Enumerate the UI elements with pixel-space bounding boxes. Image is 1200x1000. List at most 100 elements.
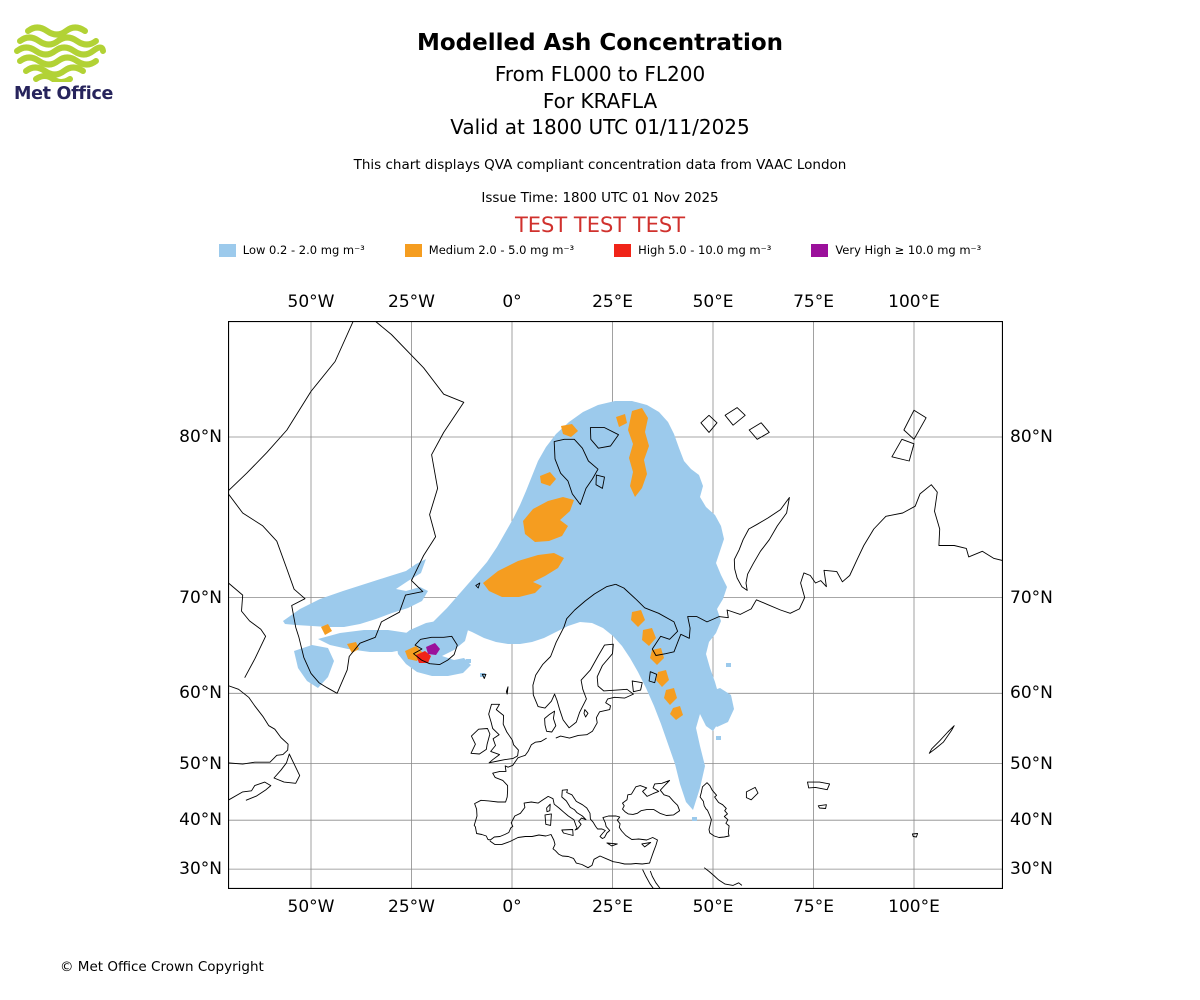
coastline-path [649, 870, 661, 889]
y-tick-label-left: 50°N [179, 753, 222, 774]
coastline-path [903, 409, 927, 440]
chart-description: This chart displays QVA compliant concen… [353, 157, 847, 173]
legend-label-very-high: Very High ≥ 10.0 mg m⁻³ [835, 243, 982, 257]
x-tick-label-top: 25°E [592, 292, 633, 312]
coastline-path [228, 321, 465, 694]
coastline-path [817, 804, 827, 809]
coastline-path [583, 709, 589, 718]
legend-swatch-very-high [811, 243, 829, 257]
coastline-path [589, 427, 619, 449]
coastline-path [631, 680, 643, 693]
y-tick-label-left: 70°N [179, 587, 222, 608]
coastline-path [481, 673, 487, 679]
ash-speck-low [698, 677, 703, 681]
x-tick-label-bottom: 25°W [388, 897, 435, 917]
coastline-layer [228, 321, 1003, 889]
valid-time: Valid at 1800 UTC 01/11/2025 [450, 115, 750, 139]
coastline-path [413, 635, 458, 666]
x-tick-label-bottom: 75°E [793, 897, 834, 917]
map-area [227, 320, 1004, 890]
coastline-path [606, 842, 618, 847]
ash-polygon-low [704, 688, 734, 727]
legend-item-medium: Medium 2.0 - 5.0 mg m⁻³ [404, 243, 575, 257]
copyright-text: © Met Office Crown Copyright [60, 959, 264, 975]
coastline-path [648, 671, 658, 684]
ash-polygon-medium [523, 497, 574, 542]
y-tick-label-left: 30°N [179, 859, 222, 879]
wave-lines [14, 24, 106, 82]
x-tick-label-top: 75°E [793, 292, 834, 312]
ash-polygon-medium [628, 408, 649, 497]
coastline-path [561, 829, 574, 836]
ash-speck-low [466, 659, 471, 663]
ash-polygon-medium [321, 624, 332, 635]
ash-polygon-medium [656, 670, 669, 687]
met-office-logo-text: Met Office [14, 84, 114, 104]
coastline-path [595, 474, 605, 489]
ash-polygon-low [294, 645, 334, 688]
coastline-path [891, 438, 915, 462]
y-tick-label-left: 60°N [179, 683, 222, 703]
x-tick-label-bottom: 50°W [287, 897, 335, 917]
coastline-path [544, 710, 557, 733]
y-tick-label-right: 80°N [1010, 427, 1053, 447]
ash-polygon-medium [631, 610, 645, 627]
volcano-name: For KRAFLA [542, 89, 658, 113]
ash-speck-low [726, 663, 731, 667]
ash-polygon-medium [670, 706, 683, 720]
x-tick-label-top: 100°E [888, 292, 940, 312]
ash-speck-low [371, 637, 376, 641]
ash-polygon-medium [650, 648, 664, 665]
y-tick-label-left: 40°N [179, 810, 222, 830]
y-tick-label-right: 40°N [1010, 810, 1053, 830]
ash-layer-very-high [426, 643, 440, 655]
ash-layer-low [283, 401, 734, 821]
ash-polygon-medium [616, 414, 627, 427]
ash-polygon-medium [664, 688, 677, 705]
legend: Low 0.2 - 2.0 mg m⁻³ Medium 2.0 - 5.0 mg… [0, 243, 1200, 257]
ash-polygon-medium [540, 472, 556, 486]
ash-speck-low [325, 612, 330, 616]
coastline-path [700, 414, 718, 433]
legend-label-low: Low 0.2 - 2.0 mg m⁻³ [242, 243, 365, 257]
coastline-path [703, 867, 743, 886]
coastline-path [553, 438, 599, 505]
coastline-path [928, 725, 955, 754]
coastline-path [228, 685, 289, 765]
x-tick-label-top: 50°E [692, 292, 734, 312]
legend-item-low: Low 0.2 - 2.0 mg m⁻³ [218, 243, 365, 257]
ash-layer-high [416, 651, 431, 663]
ash-speck-low [692, 817, 697, 821]
x-tick-label-bottom: 25°E [592, 897, 633, 917]
coastline-path [273, 753, 301, 784]
x-tick-label-top: 25°W [388, 292, 435, 312]
coastline-path [473, 737, 658, 869]
ash-polygon-high [416, 651, 431, 663]
coastline-path [699, 782, 730, 838]
coastline-path [228, 781, 272, 801]
x-tick-label-top: 50°W [287, 292, 335, 312]
x-tick-label-bottom: 100°E [888, 897, 940, 917]
ash-polygon-medium [347, 642, 359, 653]
legend-swatch-medium [404, 243, 422, 257]
coastline-path [475, 582, 481, 589]
legend-label-medium: Medium 2.0 - 5.0 mg m⁻³ [428, 243, 575, 257]
coastline-path [622, 779, 681, 816]
ash-polygon-low [283, 559, 428, 627]
test-banner: TEST TEST TEST [514, 213, 686, 237]
coastline-path [546, 803, 551, 813]
issue-time: Issue Time: 1800 UTC 01 Nov 2025 [481, 190, 719, 206]
y-tick-label-left: 80°N [179, 427, 222, 447]
coastline-path [488, 703, 519, 764]
coastline-path [724, 407, 746, 426]
flight-levels: From FL000 to FL200 [494, 62, 706, 86]
map-border [227, 320, 1004, 890]
legend-item-high: High 5.0 - 10.0 mg m⁻³ [614, 243, 771, 257]
coastline-path [745, 786, 759, 801]
ash-polygon-medium [483, 553, 564, 597]
coastline-path [470, 728, 491, 755]
coastline-path [807, 781, 831, 791]
coastline-path [641, 842, 652, 848]
ash-speck-low [716, 736, 721, 740]
coastline-path [532, 583, 634, 739]
